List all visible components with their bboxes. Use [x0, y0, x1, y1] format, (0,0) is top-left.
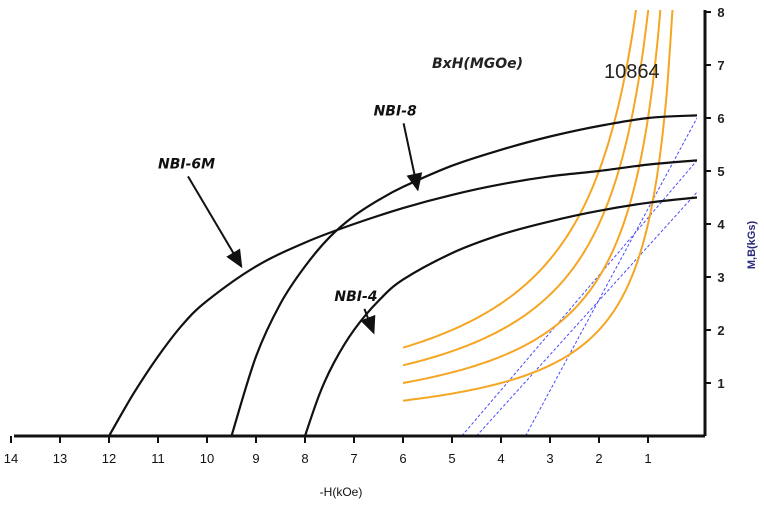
y-tick-label: 8	[717, 5, 724, 20]
energy-product-label: BxH(MGOe)	[432, 56, 523, 72]
energy-product-curves	[402, 10, 674, 402]
energy-values-label: 10864	[604, 61, 660, 83]
x-tick-label: 1	[644, 451, 651, 466]
demag-curves	[108, 114, 697, 436]
y-tick-label: 3	[717, 270, 724, 285]
x-tick-label: 3	[546, 451, 553, 466]
energy-curve	[402, 10, 674, 402]
energy-curve	[402, 10, 650, 367]
load-line	[476, 191, 697, 436]
series-line-nbi-4	[303, 196, 697, 436]
x-tick-label: 10	[200, 451, 214, 466]
x-tick-label: 6	[399, 451, 406, 466]
axes	[10, 10, 711, 443]
x-axis-title: -H(kOe)	[320, 485, 363, 499]
annotation-arrow	[187, 175, 243, 269]
x-tick-label: 7	[350, 451, 357, 466]
annotation-label: NBI-4	[334, 289, 377, 305]
load-line	[461, 160, 697, 436]
x-tick-label: 12	[102, 451, 116, 466]
y-tick-label: 5	[717, 164, 724, 179]
series-line-nbi-8	[230, 114, 697, 436]
x-tick-label: 8	[301, 451, 308, 466]
annotation-label: NBI-6M	[158, 156, 215, 172]
series-line-nbi-6m	[108, 159, 697, 436]
energy-curve	[402, 10, 662, 384]
x-tick-label: 4	[497, 451, 504, 466]
x-tick-label: 14	[4, 451, 18, 466]
annotations: NBI-8 NBI-6M NBI-4 BxH(MGOe) 10864	[158, 56, 660, 335]
energy-curve	[402, 10, 637, 349]
x-tick-label: 13	[53, 451, 67, 466]
x-tick-label: 2	[595, 451, 602, 466]
load-lines	[461, 117, 697, 436]
y-tick-label: 6	[717, 111, 724, 126]
annotation-label: NBI-8	[374, 103, 417, 119]
x-tick-label: 9	[252, 451, 259, 466]
load-line	[525, 117, 697, 436]
annotation-arrow	[360, 308, 376, 335]
y-axis-title: M,B(kGs)	[746, 221, 758, 270]
x-tick-label: 5	[448, 451, 455, 466]
annotation-arrow	[402, 123, 423, 192]
axis-labels: 14 13 12 11 10 9 8 7 6 5 4 3 2 112345678-H(kOe)M,B(kG…	[4, 5, 758, 499]
y-tick-label: 7	[717, 58, 724, 73]
y-tick-label: 4	[717, 217, 725, 232]
x-tick-label: 11	[151, 451, 165, 466]
y-tick-label: 1	[717, 376, 724, 391]
y-tick-label: 2	[717, 323, 724, 338]
